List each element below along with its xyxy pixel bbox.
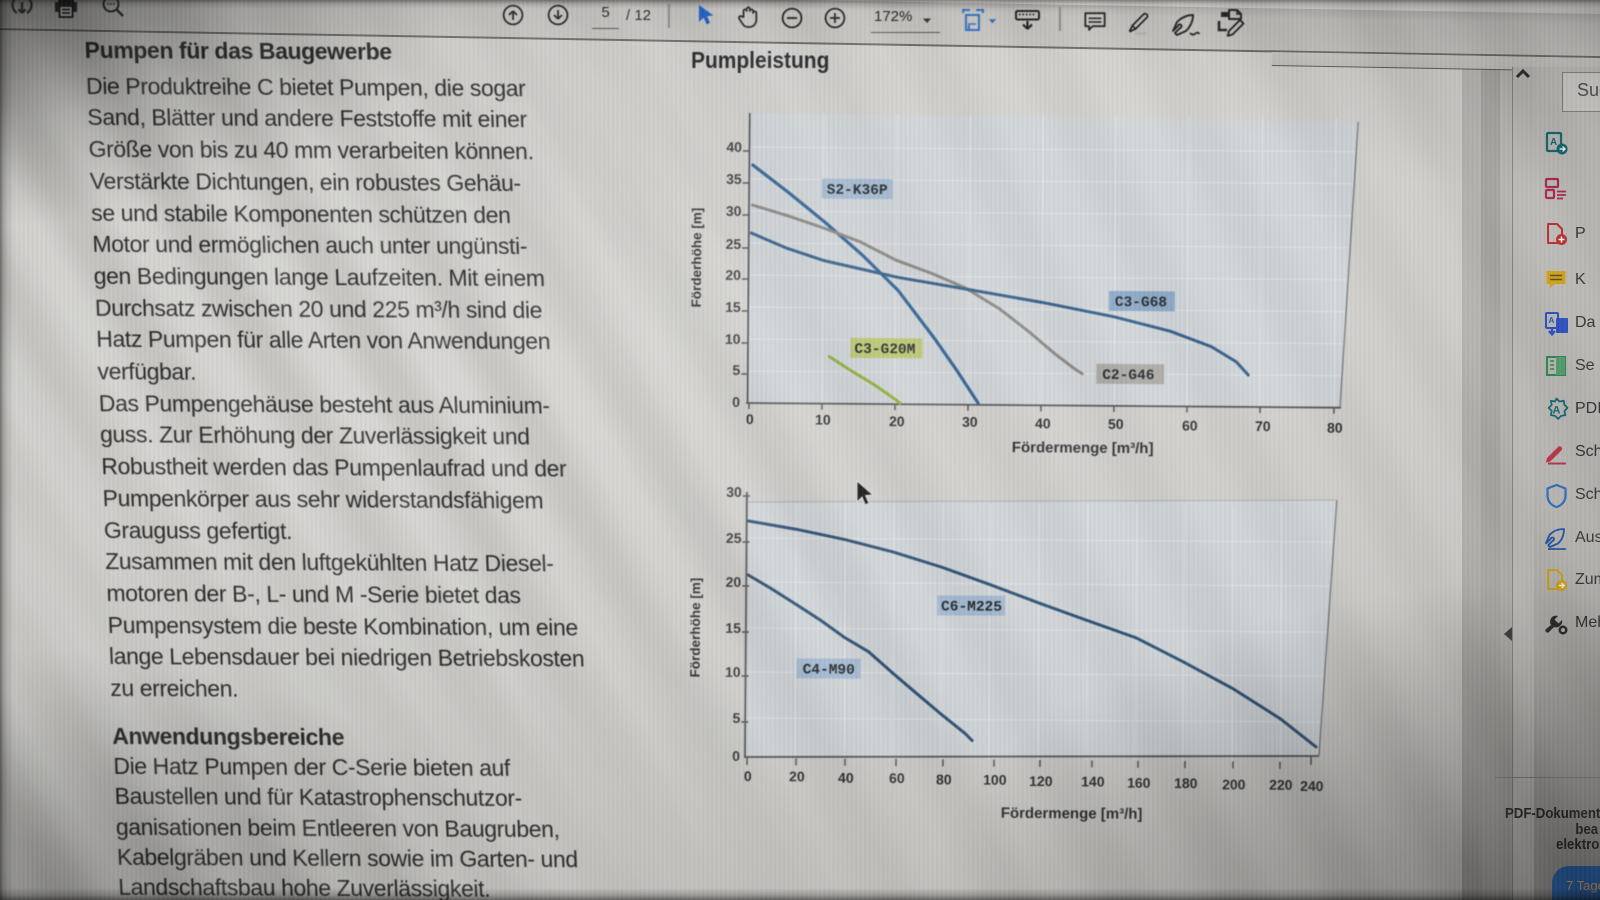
svg-text:A: A <box>1550 137 1557 148</box>
svg-text:A: A <box>1549 316 1555 325</box>
svg-text:A: A <box>1553 405 1561 417</box>
